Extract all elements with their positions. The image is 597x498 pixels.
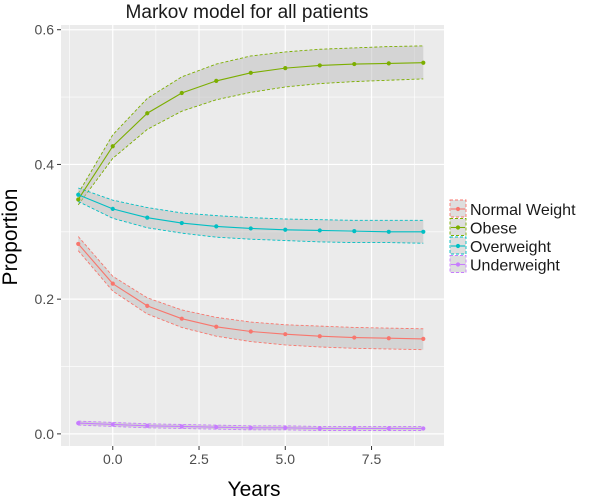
chart-title: Markov model for all patients [126, 2, 369, 23]
point-obese [76, 197, 81, 202]
point-underweight [76, 420, 81, 426]
point-obese [352, 61, 357, 67]
point-obese [283, 66, 288, 71]
point-normal-weight [110, 281, 115, 286]
point-obese [386, 61, 391, 66]
point-normal-weight [145, 303, 150, 308]
point-normal-weight [76, 241, 81, 247]
point-obese [110, 144, 115, 149]
point-normal-weight [179, 316, 184, 321]
point-overweight [386, 229, 391, 234]
ribbon-upper-edge [78, 187, 424, 221]
point-overweight [179, 220, 184, 226]
legend-key-point [455, 243, 461, 249]
point-overweight [110, 206, 115, 211]
y-axis-label: Proportion [0, 189, 22, 286]
point-underweight [317, 426, 322, 431]
legend-key-point [455, 206, 461, 212]
point-overweight [145, 215, 150, 220]
x-axis-ticks: 0.0 2.5 5.0 7.5 [103, 446, 381, 467]
x-axis-label: Years [228, 478, 281, 498]
point-underweight [179, 424, 184, 429]
y-tick-label: 0.2 [35, 291, 55, 307]
legend-item-normal-weight: Normal Weight [449, 199, 576, 219]
legend-label: Overweight [470, 239, 551, 256]
legend-label: Normal Weight [470, 202, 576, 219]
legend-item-overweight: Overweight [449, 236, 551, 256]
point-obese [248, 70, 253, 75]
y-axis-ticks: 0.0 0.2 0.4 0.6 [35, 22, 61, 442]
legend-key-point [455, 262, 461, 267]
point-normal-weight [386, 336, 391, 341]
ribbon-lower-edge [77, 250, 424, 351]
point-obese [145, 111, 150, 116]
point-normal-weight [214, 324, 219, 329]
ribbon-overweight [78, 188, 424, 244]
point-underweight [214, 425, 219, 430]
point-overweight [214, 224, 219, 229]
point-overweight [283, 227, 288, 232]
point-underweight [283, 425, 288, 430]
point-underweight [110, 422, 115, 427]
y-tick-label: 0.0 [35, 426, 55, 442]
point-underweight [145, 423, 150, 428]
point-underweight [421, 426, 426, 431]
point-underweight [386, 426, 391, 431]
x-tick-label: 7.5 [362, 451, 382, 467]
legend-label: Obese [470, 221, 517, 238]
y-tick-label: 0.6 [35, 22, 55, 38]
point-obese [317, 63, 322, 68]
point-overweight [421, 229, 426, 234]
legend-item-underweight: Underweight [449, 255, 560, 275]
point-obese [214, 78, 219, 84]
x-tick-label: 2.5 [189, 451, 209, 467]
x-tick-label: 0.0 [103, 451, 123, 467]
y-tick-label: 0.4 [35, 156, 55, 172]
point-normal-weight [283, 332, 288, 337]
point-overweight [352, 229, 357, 234]
point-overweight [248, 226, 253, 231]
ribbon-lower-edge [77, 78, 424, 206]
point-normal-weight [421, 336, 426, 341]
ribbon-upper-edge [77, 45, 424, 194]
x-tick-label: 5.0 [276, 451, 296, 467]
series-points [76, 60, 426, 431]
legend-label: Underweight [470, 258, 560, 275]
point-normal-weight [352, 335, 357, 340]
point-underweight [248, 425, 253, 430]
point-normal-weight [317, 334, 322, 339]
point-obese [179, 90, 184, 96]
ribbon-lower-edge [78, 201, 424, 244]
point-underweight [352, 426, 357, 431]
ribbon-upper-edge [77, 236, 424, 330]
point-overweight [317, 228, 322, 233]
legend-key-point [455, 225, 461, 230]
point-obese [421, 60, 426, 65]
legend-item-obese: Obese [449, 218, 517, 238]
point-overweight [76, 192, 81, 197]
point-normal-weight [248, 329, 253, 334]
